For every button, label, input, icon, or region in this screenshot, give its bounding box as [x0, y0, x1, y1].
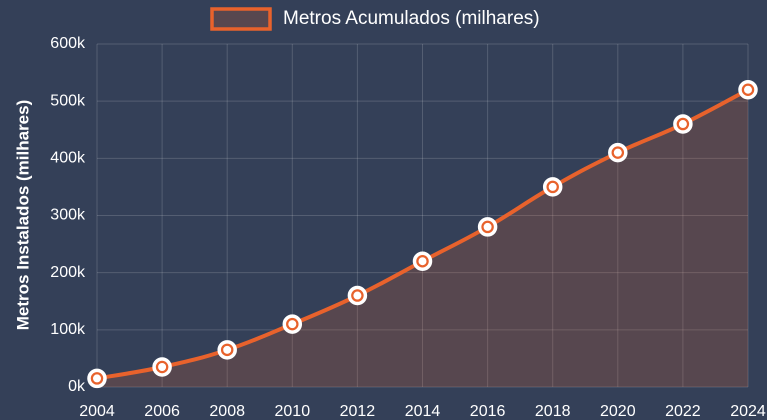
y-tick-label: 600k [50, 35, 86, 52]
x-tick-label: 2012 [340, 403, 376, 420]
y-tick-label: 0k [68, 378, 86, 395]
point-center [548, 182, 557, 191]
y-tick-label: 200k [50, 264, 86, 281]
point-center [158, 362, 167, 371]
x-tick-label: 2010 [275, 403, 311, 420]
x-tick-label: 2024 [730, 403, 766, 420]
point-center [93, 374, 101, 383]
y-tick-label: 300k [50, 207, 86, 224]
point-center [613, 148, 622, 157]
x-tick-label: 2022 [665, 403, 701, 420]
y-tick-label: 500k [50, 92, 86, 109]
legend-label: Metros Acumulados (milhares) [283, 8, 540, 29]
point-center [744, 85, 752, 94]
y-axis-label: Metros Instalados (milhares) [13, 100, 32, 331]
point-center [418, 257, 427, 266]
area [97, 89, 748, 387]
y-tick-label: 400k [50, 150, 86, 167]
x-tick-label: 2018 [535, 403, 571, 420]
x-tick-label: 2004 [79, 403, 115, 420]
x-tick-label: 2014 [405, 403, 441, 420]
x-tick-label: 2008 [209, 403, 245, 420]
point-center [483, 222, 492, 231]
x-tick-label: 2016 [470, 403, 506, 420]
x-tick-label: 2006 [144, 403, 180, 420]
y-tick-label: 100k [50, 321, 86, 338]
point-center [678, 120, 687, 129]
point-center [288, 320, 297, 329]
point-center [223, 345, 232, 354]
legend-swatch [210, 7, 272, 31]
x-tick-label: 2020 [600, 403, 636, 420]
point-center [353, 291, 362, 300]
